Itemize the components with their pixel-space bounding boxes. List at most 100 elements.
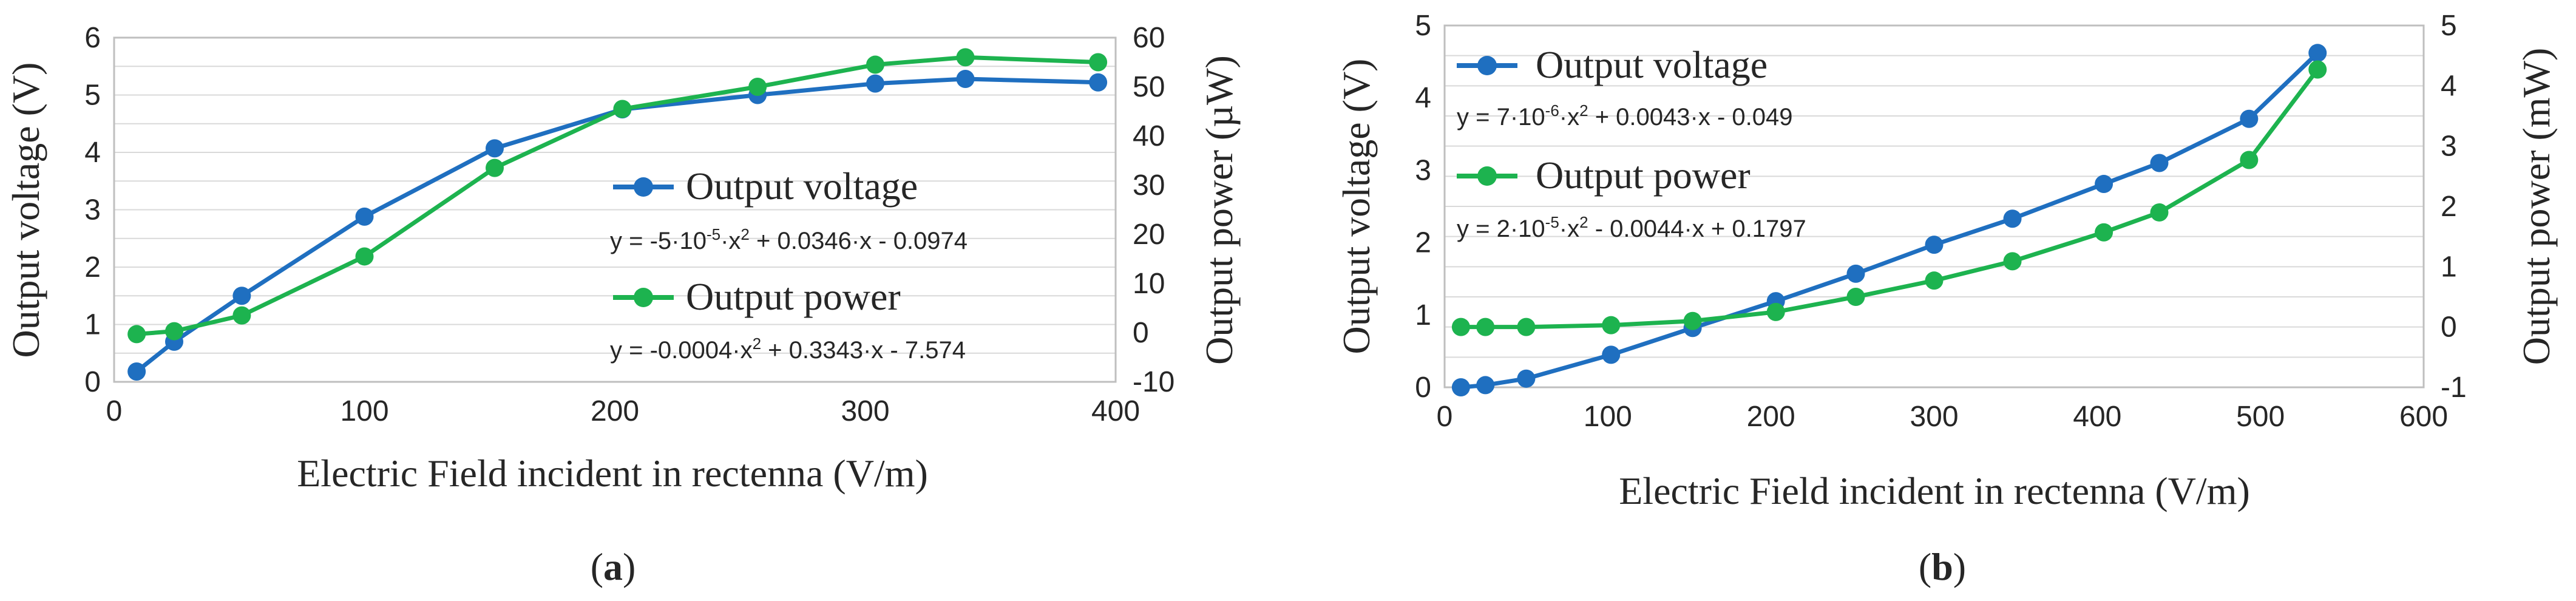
data-point-voltage-a [956,70,975,89]
x-tick-label-b: 400 [2073,401,2121,433]
x-tick-label-b: 100 [1584,401,1632,433]
series-line-power-a [136,55,1099,336]
y-right-tick-label-b: 0 [2441,311,2457,344]
data-point-voltage-a [355,207,374,226]
y-left-tick-label-a: 5 [84,80,101,112]
data-point-voltage-b [2240,109,2259,128]
y-axis-left-title-b: Output voltage (V) [1335,59,1378,355]
data-point-voltage-b [1925,236,1944,254]
legend-label-power-a: Output power [686,275,901,318]
equation-voltage-b: y = 7·10-6·x2 + 0.0043·x - 0.049 [1457,101,1792,131]
x-tick-label-a: 0 [106,395,123,427]
y-left-tick-label-a: 4 [84,137,101,169]
data-point-power-b [2150,203,2169,222]
data-point-voltage-b [2095,175,2113,194]
legend-a: Output voltage y = -5·10-5·x2 + 0.0346·x… [610,165,968,254]
chart-panel-a: 0 100 200 300 400 0 1 2 3 4 5 6 -10 0 10 20 30 40 50 60 Ele… [4,22,1241,495]
data-point-voltage-a [1089,73,1108,92]
data-point-voltage-b [2150,154,2169,172]
y-right-tick-label-b: 5 [2441,10,2457,42]
data-point-voltage-b [1451,378,1470,396]
y-left-tick-label-b: 1 [1415,299,1431,331]
y-right-tick-label-a: 0 [1133,317,1149,349]
data-point-voltage-a [232,287,251,305]
plot-area-a [113,36,1117,383]
x-tick-label-b: 200 [1747,401,1795,433]
y-right-tick-label-a: 10 [1133,268,1165,300]
y-right-tick-label-a: 60 [1133,22,1165,54]
y-right-tick-label-b: 1 [2441,251,2457,283]
x-tick-label-a: 300 [841,395,889,427]
x-tick-label-b: 300 [1910,401,1958,433]
y-left-tick-label-a: 2 [84,251,101,284]
data-point-voltage-a [127,362,146,381]
legend-label-voltage-a: Output voltage [686,165,918,208]
y-right-tick-label-b: 4 [2441,70,2457,102]
data-point-power-b [1602,316,1621,334]
y-right-tick-label-a: -10 [1133,366,1174,398]
data-point-power-a [613,100,632,118]
data-point-power-b [1766,302,1785,321]
data-point-power-a [232,306,251,325]
y-right-tick-label-a: 40 [1133,120,1165,152]
data-point-power-a [355,247,374,266]
y-right-tick-label-a: 30 [1133,169,1165,202]
plot-area-b [1443,24,2425,389]
x-tick-label-b: 600 [2399,401,2448,433]
x-axis-title-b: Electric Field incident in rectenna (V/m… [1619,469,2250,512]
y-left-tick-label-a: 1 [84,309,101,341]
equation-power-a: y = -0.0004·x2 + 0.3343·x - 7.574 [610,334,966,364]
y-right-tick-label-a: 20 [1133,219,1165,251]
legend-item-voltage-b: Output voltage [1457,43,1768,86]
panel-label-b: (b) [1919,545,1966,588]
y-right-tick-label-b: 3 [2441,131,2457,163]
y-right-tick-label-b: 2 [2441,191,2457,223]
data-point-power-a [127,325,146,344]
data-point-power-b [2308,60,2327,79]
legend-item-power-b: Output power [1457,154,1751,197]
data-point-power-b [2240,151,2259,169]
x-tick-label-a: 200 [591,395,639,427]
data-point-power-a [1089,53,1108,72]
y-left-tick-label-b: 3 [1415,154,1431,186]
panel-label-a: (a) [591,545,636,588]
x-tick-label-b: 0 [1437,401,1453,433]
legend-item-power-a: Output power [613,275,901,318]
data-point-voltage-b [2003,209,2022,228]
data-point-voltage-b [1476,376,1495,395]
y-axis-right-title-b: Output power (mW) [2515,48,2558,365]
data-point-power-b [1517,317,1536,336]
y-axis-left-title-a: Output voltage (V) [4,63,47,358]
data-point-voltage-a [486,139,504,158]
y-right-tick-label-a: 50 [1133,71,1165,103]
data-point-voltage-a [866,74,884,93]
data-point-power-b [2003,252,2022,271]
data-point-power-b [2095,223,2113,242]
data-point-voltage-b [1602,345,1621,364]
y-left-tick-label-b: 0 [1415,372,1431,404]
y-left-tick-label-b: 5 [1415,10,1431,42]
y-left-tick-label-a: 3 [84,194,101,226]
data-point-power-a [486,158,504,177]
x-tick-label-b: 500 [2236,401,2285,433]
series-line-voltage-a [135,76,1099,373]
data-point-voltage-b [2308,44,2327,63]
y-left-tick-label-b: 4 [1415,82,1431,114]
x-tick-label-a: 100 [340,395,388,427]
legend-label-voltage-b: Output voltage [1536,43,1768,86]
data-point-power-a [956,48,975,67]
equation-power-b: y = 2·10-5·x2 - 0.0044·x + 0.1797 [1457,213,1806,242]
data-point-power-b [1683,311,1702,330]
data-point-voltage-b [1517,369,1536,388]
data-point-power-b [1846,288,1865,306]
data-point-power-a [866,55,884,74]
legend-item-voltage-a: Output voltage [613,165,918,208]
legend-b: Output voltage y = 7·10-6·x2 + 0.0043·x … [1457,43,1792,131]
x-axis-title-a: Electric Field incident in rectenna (V/m… [297,452,928,495]
x-tick-label-a: 400 [1091,395,1140,427]
y-right-tick-label-b: -1 [2441,372,2467,404]
equation-voltage-a: y = -5·10-5·x2 + 0.0346·x - 0.0974 [610,225,968,254]
data-point-power-b [1476,317,1495,336]
data-point-power-a [165,322,183,341]
